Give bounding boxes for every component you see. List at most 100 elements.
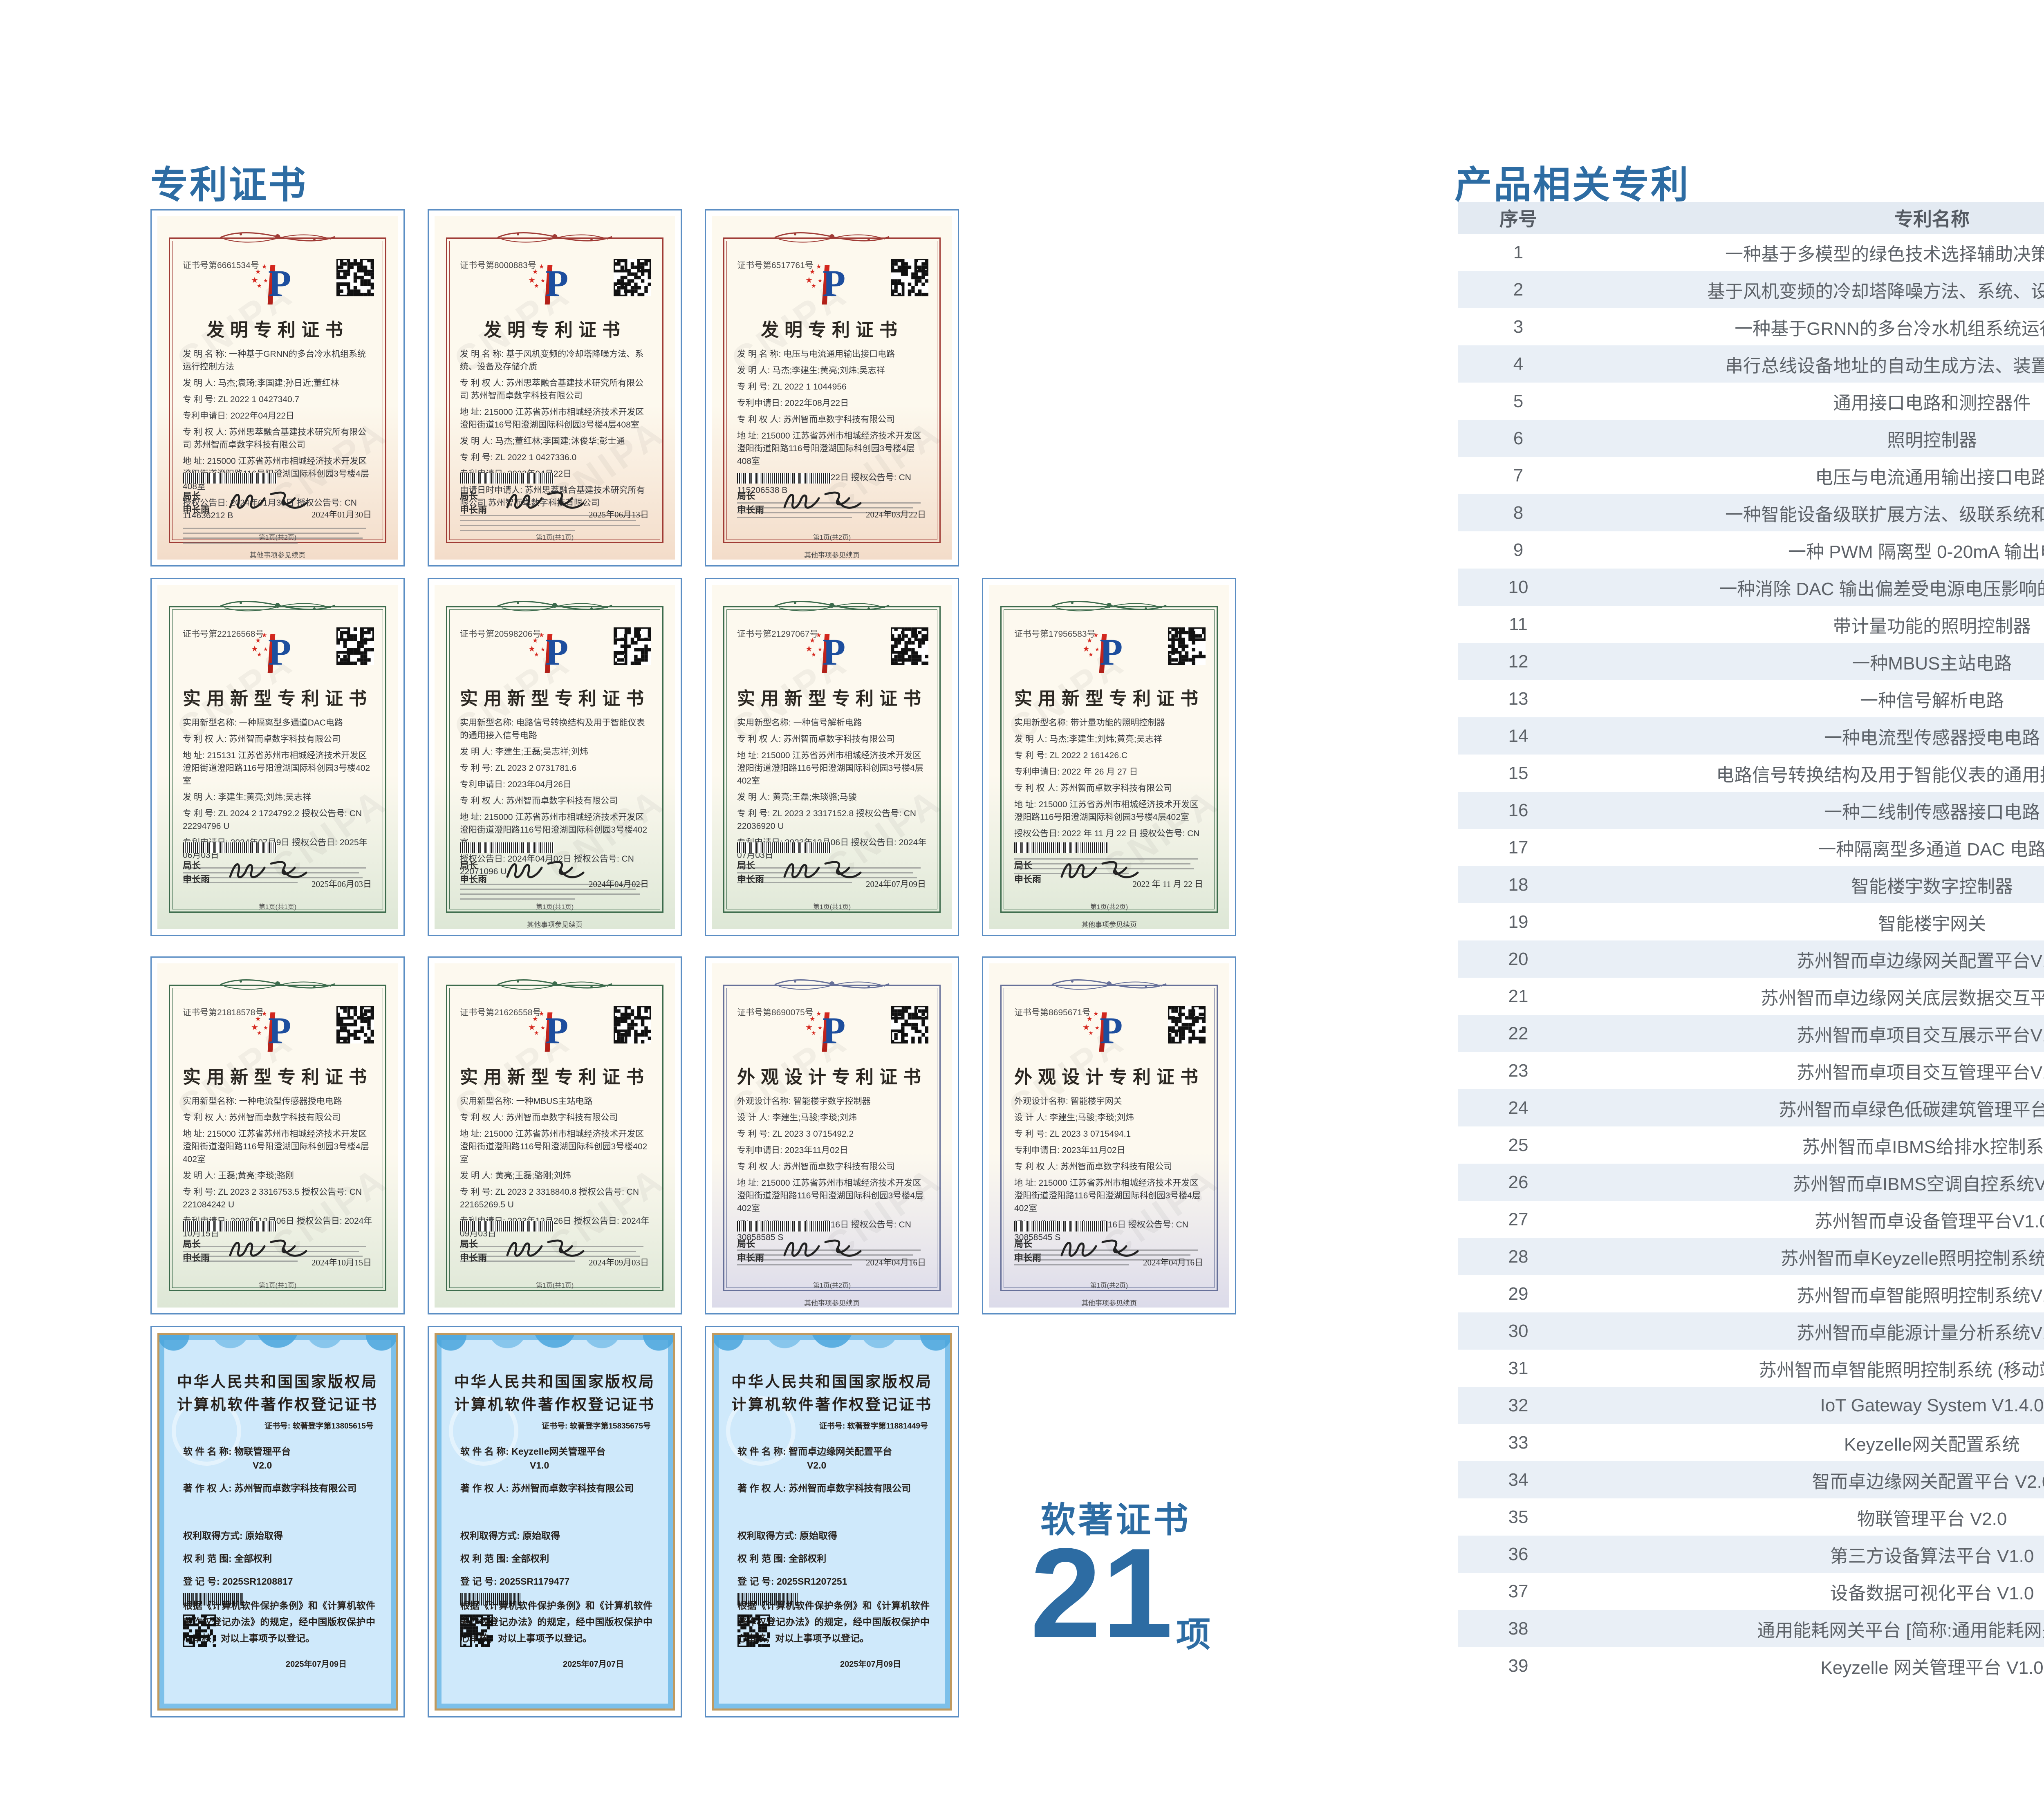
certificate-field: 专 利 权 人: 苏州智而卓数字科技有限公司 xyxy=(1014,784,1172,793)
cell-no: 17 xyxy=(1508,837,1529,858)
star-icon: ★ xyxy=(816,263,822,270)
header-no: 序号 xyxy=(1499,208,1537,230)
fine-print xyxy=(737,502,928,518)
patent-table-header: 序号 专利名称 专利类型 xyxy=(1458,202,2044,234)
barcode-icon xyxy=(1014,1221,1108,1232)
utility-certificate: CNIPA CNIPA 证书号第22126568号 ★ ★ ★ ★ ★ P 实用新型专利证书 实用新… xyxy=(150,578,405,936)
cell-patent-name: 一种MBUS主站电路 xyxy=(1852,653,2012,674)
signature-block: 局长 申长雨 xyxy=(183,1237,307,1270)
logo-letter-p: P xyxy=(1100,1010,1123,1051)
certificate-paper: 中华人民共和国国家版权局 计算机软件著作权登记证书 证书号: 软著登字第138056… xyxy=(157,1333,398,1711)
certificate-body: 实用新型名称: 一种电流型传感器授电电路专 利 权 人: 苏州智而卓数字科技有限… xyxy=(183,1095,374,1265)
table-row: 16一种二线制传感器接口电路实用新型 xyxy=(1458,792,2044,829)
star-icon: ★ xyxy=(816,1010,822,1017)
certificate-number: 证书号: 软著登字第15835675号 xyxy=(541,1422,651,1431)
bureau-chief-name: 申长雨 xyxy=(460,874,487,884)
utility-certificate: CNIPA CNIPA 证书号第21818578号 ★ ★ ★ ★ ★ P 实用新型专利证书 实用新… xyxy=(150,956,405,1314)
table-row: 15电路信号转换结构及用于智能仪表的通用接入信号电路实用新型 xyxy=(1458,755,2044,792)
qr-code-icon xyxy=(459,1613,494,1648)
table-row: 28苏州智而卓Keyzelle照明控制系统V1.0软著 xyxy=(1458,1238,2044,1275)
certificate-number: 证书号第17956583号 xyxy=(1014,629,1096,639)
certificate-field: 专 利 权 人: 苏州智而卓数字科技有限公司 xyxy=(737,1162,895,1171)
seal-watermark-icon xyxy=(449,1396,518,1466)
invention-certificate: CNIPA CNIPA 证书号第8000883号 ★ ★ ★ ★ ★ P 发明专利证书发 明 名 … xyxy=(428,209,682,566)
certificate-field: 专 利 权 人: 苏州智而卓数字科技有限公司 xyxy=(183,1113,341,1122)
certificate-field: 授权公告日: 2024年01月30日 授权公告号: CN 114636212 B xyxy=(183,498,357,520)
fine-print xyxy=(183,528,374,544)
certificate-title-line2: 计算机软件著作权登记证书 xyxy=(177,1397,378,1413)
cell-patent-name: 一种二线制传感器接口电路 xyxy=(1824,802,2040,822)
certificate-field: 软 件 名 称: Keyzelle网关管理平台 xyxy=(460,1446,606,1457)
signature-block: 局长 申长雨 xyxy=(737,1237,862,1270)
bureau-chief-name: 申长雨 xyxy=(1014,1253,1042,1263)
table-row: 14一种电流型传感器授电电路实用新型 xyxy=(1458,717,2044,755)
certificate-field: 权 利 范 围: 全部权利 xyxy=(460,1553,549,1564)
certificate-page-info: 第1页(共2页) xyxy=(813,534,851,541)
certificate-date: 2022 年 11 月 22 日 xyxy=(1132,879,1203,889)
software-cert-count: 21 项 xyxy=(1030,1529,1259,1657)
qr-code-icon xyxy=(736,1613,771,1648)
certificate-field: 实用新型名称: 带计量功能的照明控制器 xyxy=(1014,718,1165,728)
certificate-number: 证书号第8695671号 xyxy=(1014,1008,1091,1017)
certificate-field: 软 件 名 称: 物联管理平台 xyxy=(183,1446,291,1457)
cell-patent-name: 一种消除 DAC 输出偏差受电源电压影响的电路及方法 xyxy=(1719,579,2044,599)
certificate-field: 专 利 权 人: 苏州智而卓数字科技有限公司 xyxy=(737,415,895,424)
certificate-field: 发 明 人: 马杰;董红林;李国建;沐俊华;彭士通 xyxy=(460,437,625,446)
cell-no: 1 xyxy=(1513,242,1524,262)
certificate-number: 证书号第8000883号 xyxy=(460,261,536,270)
cell-patent-name: 苏州智而卓能源计量分析系统V1.0 xyxy=(1796,1323,2044,1343)
certificate-title-line1: 中华人民共和国国家版权局 xyxy=(731,1374,932,1390)
qr-code-icon xyxy=(889,626,930,666)
certificate-field: 专 利 权 人: 苏州智而卓数字科技有限公司 xyxy=(183,734,341,744)
cnipa-logo-icon: ★ ★ ★ ★ ★ P xyxy=(805,1008,858,1057)
star-icon: ★ xyxy=(263,646,268,652)
star-icon: ★ xyxy=(528,1023,536,1032)
utility-certificate: CNIPA CNIPA 证书号第17956583号 ★ ★ ★ ★ ★ P 实用新型专利证书 实用新… xyxy=(982,578,1236,936)
cell-no: 2 xyxy=(1513,279,1524,300)
star-icon: ★ xyxy=(1087,637,1093,644)
ornament-flourish-icon xyxy=(714,1335,950,1364)
qr-code-icon xyxy=(182,1613,217,1648)
certificate-field: 发 明 名 称: 基于风机变频的冷却塔降噪方法、系统、设备及存储介质 xyxy=(460,349,644,372)
certificate-title: 实用新型专利证书 xyxy=(460,689,650,709)
certificate-paper: CNIPA CNIPA 证书号第8690075号 ★ ★ ★ ★ ★ P 外观设计专利证书 外观设计… xyxy=(712,963,952,1308)
logo-letter-p: P xyxy=(545,262,569,304)
certificate-title-line2: 计算机软件著作权登记证书 xyxy=(454,1397,655,1413)
cell-patent-name: 基于风机变频的冷却塔降噪方法、系统、设备及存储介质 xyxy=(1707,281,2044,302)
certificate-page-info: 第1页(共1页) xyxy=(258,904,297,911)
bureau-chief-name: 申长雨 xyxy=(183,1253,210,1263)
bureau-chief-name: 申长雨 xyxy=(460,1253,487,1263)
certificate-field: 地 址: 215000 江苏省苏州市相城经济技术开发区澄阳街道澄阳路116号阳澄… xyxy=(460,813,648,847)
cell-patent-name: 苏州智而卓设备管理平台V1.0 xyxy=(1814,1211,2044,1232)
certificate-date: 2024年09月03日 xyxy=(589,1258,649,1267)
certificate-field: 专 利 号: ZL 2022 1 0427340.7 xyxy=(183,395,300,404)
cell-no: 3 xyxy=(1513,316,1524,337)
cnipa-logo-icon: ★ ★ ★ ★ ★ P xyxy=(805,630,858,679)
certificate-body: 软 件 名 称: Keyzelle网关管理平台 V1.0 著 作 权 人: 苏州智而… xyxy=(460,1444,652,1646)
certificate-page-info: 第1页(共1页) xyxy=(536,904,574,911)
ornament-flourish-icon xyxy=(771,596,893,616)
logo-letter-p: P xyxy=(545,1010,569,1051)
cell-no: 16 xyxy=(1508,800,1529,820)
certificate-field: 发 明 人: 王磊;黄亮;李琰;骆刚 xyxy=(183,1171,294,1180)
certificate-date: 2024年03月22日 xyxy=(866,510,926,519)
star-icon: ★ xyxy=(534,1030,539,1036)
star-icon: ★ xyxy=(255,1016,261,1023)
cell-no: 14 xyxy=(1508,725,1529,746)
fine-print xyxy=(183,867,374,883)
certificate-date: 2025年07月09日 xyxy=(286,1660,347,1669)
certificate-field: 地 址: 215000 江苏省苏州市相城经济技术开发区澄阳街道澄阳路116号阳澄… xyxy=(183,1129,369,1164)
certificate-title: 外观设计专利证书 xyxy=(737,1067,927,1087)
certificate-paper: CNIPA CNIPA 证书号第6661534号 ★ ★ ★ ★ ★ P 发明专利证书发 明 名 … xyxy=(157,216,398,560)
star-icon: ★ xyxy=(540,646,545,652)
signature-block: 局长 申长雨 xyxy=(183,489,307,522)
